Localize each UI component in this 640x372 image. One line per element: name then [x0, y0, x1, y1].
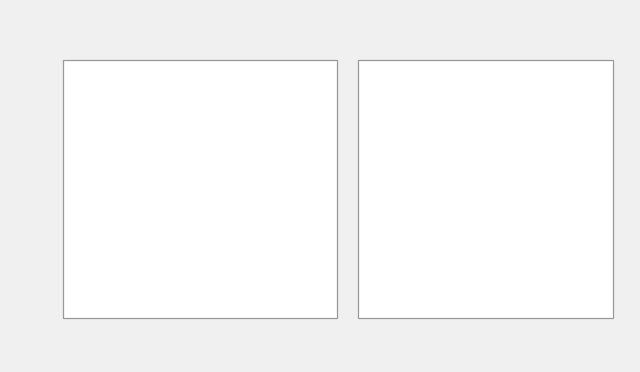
Bar [63, 60, 337, 318]
Bar [358, 60, 613, 318]
